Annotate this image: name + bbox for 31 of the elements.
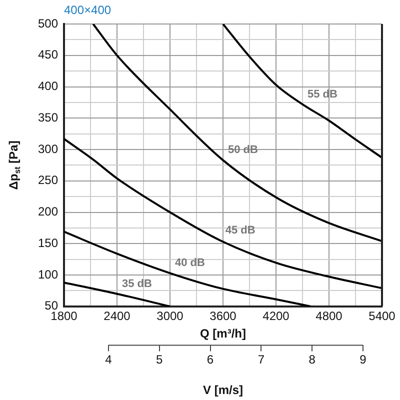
y-tick-label: 100	[38, 267, 58, 282]
series-label: 35 dB	[122, 278, 152, 290]
x2-tick-label: 7	[258, 352, 265, 367]
x-tick-label: 5400	[368, 308, 396, 323]
y-tick-label: 400	[38, 79, 58, 94]
x2-tick-label: 6	[206, 352, 214, 367]
line-series	[64, 138, 382, 290]
x2-tick-label: 5	[156, 352, 164, 367]
x-tick-label: 3600	[210, 308, 237, 323]
x2-axis-title: V [m/s]	[202, 383, 244, 398]
y-tick-label: 200	[38, 204, 58, 219]
line-series	[92, 24, 382, 242]
line-series	[222, 24, 382, 159]
x2-tick-label: 4	[105, 352, 112, 367]
y-tick-label: 500	[38, 16, 58, 30]
y-axis-title: Δpst [Pa]	[6, 140, 22, 190]
x2-tick-label: 9	[360, 352, 367, 367]
x-tick-label: 4200	[262, 308, 290, 323]
x-axis-title: Q [m³/h]	[200, 326, 246, 340]
x-tick-label: 2400	[104, 308, 131, 323]
y-tick-label: 150	[38, 236, 58, 250]
x-tick-label: 3000	[156, 308, 184, 323]
y-tick-label: 350	[38, 110, 58, 124]
y-tick-label: 300	[38, 142, 58, 156]
x-tick-label: 4800	[316, 308, 343, 323]
chart-title: 400×400	[64, 3, 112, 17]
series-label: 45 dB	[225, 224, 256, 237]
y-tick-label: 450	[38, 48, 58, 62]
y-tick-label: 250	[38, 173, 58, 188]
series-label: 40 dB	[175, 257, 206, 270]
x2-tick-label: 8	[308, 352, 316, 367]
